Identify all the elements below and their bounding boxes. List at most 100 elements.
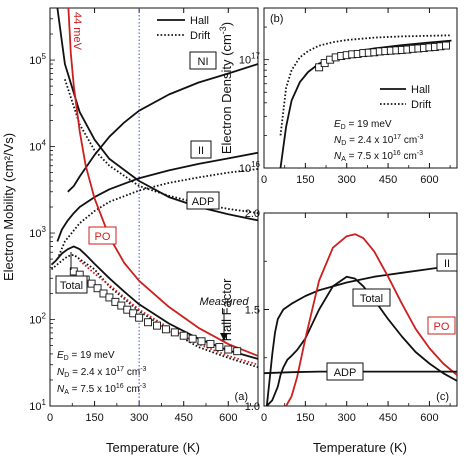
po-label: PO: [95, 231, 111, 243]
density-legend: Hall Drift: [380, 84, 431, 111]
mobility-parameters: ED = 19 meV ND = 2.4 x 1017 cm-3 NA = 7.…: [57, 350, 147, 396]
ni-label-box: [189, 51, 217, 70]
mobility-measured-points: [69, 267, 242, 356]
curve-a-adp: [56, 8, 259, 222]
y-tick-label-b-1: 1017: [239, 52, 261, 67]
total-label-box: [55, 275, 88, 294]
x-tick-label-a-1: 150: [85, 412, 103, 424]
y-tick-label-c-0: 1.0: [245, 401, 260, 413]
x-tick-label-b-1: 150: [296, 174, 314, 186]
curve-c-po: [285, 233, 457, 406]
measured-point-a-21: [224, 345, 233, 354]
measured-point-a-13: [153, 321, 161, 330]
measured-point-a-17: [188, 334, 197, 343]
measured-point-a-20: [215, 343, 224, 352]
curve-a-ii: [56, 151, 259, 242]
x-tick-label-c-0: 0: [261, 412, 267, 424]
mobility-param-ed: ED = 19 meV: [57, 350, 115, 362]
x-tick-label-b-2: 300: [338, 174, 356, 186]
adp-label-box: [186, 191, 220, 210]
x-tick-label-a-2: 300: [130, 412, 148, 424]
y-tick-label-a-0: 101: [29, 398, 46, 413]
x-tick-label-a-4: 600: [219, 412, 237, 424]
curve-a-po-drift: [79, 259, 259, 366]
density-param-ed: ED = 19 meV: [334, 119, 392, 131]
measured-point-b-0: [315, 63, 324, 72]
po-label-box: [88, 226, 117, 245]
curve-a-ni: [67, 63, 259, 193]
y-tick-label-a-1: 102: [29, 312, 46, 327]
density-measured-points: [315, 41, 450, 72]
measured-point-a-6: [105, 293, 114, 302]
y-tick-label-c-2: 2.0: [245, 208, 260, 220]
hall-factor-chart: 0 150 300 450 600 1.0 1.5 2.0 Temperature (K) H…: [219, 208, 458, 455]
adp-label: ADP: [192, 196, 215, 208]
density-legend-drift: Drift: [411, 99, 431, 111]
hf-adp-label: ADP: [334, 367, 357, 379]
measured-point-b-23: [442, 41, 450, 50]
mobility-axes: 0 150 300 450 600 101 102 103 104 105: [29, 7, 251, 424]
density-axes: 0 150 300 450 600 1016 1017: [239, 7, 451, 186]
ii-label: II: [198, 145, 204, 157]
measured-point-a-14: [161, 325, 170, 334]
density-param-nd: ND = 2.4 x 1017 cm-3: [334, 134, 424, 147]
mobility-legend: Hall Drift: [157, 15, 210, 42]
x-tick-label-c-4: 600: [420, 412, 438, 424]
hall-factor-axes: 0 150 300 450 600 1.0 1.5 2.0: [245, 208, 451, 424]
y-tick-label-a-4: 105: [29, 52, 46, 67]
mobility-y-axis-title: Electron Mobility (cm²/Vs): [1, 133, 16, 281]
measured-point-a-10: [129, 309, 138, 318]
x-tick-label-c-3: 450: [379, 412, 397, 424]
density-panel-label: (b): [270, 13, 283, 25]
hall-factor-y-axis-title: Hall Factor: [219, 278, 234, 342]
mobility-x-axis-title: Temperature (K): [106, 440, 200, 455]
density-y-axis-title: Electron Density (cm-3): [218, 22, 234, 154]
hf-total-label-box: [352, 288, 391, 307]
density-chart: 0 150 300 450 600 1016 1017 Electron Density (…: [218, 7, 458, 186]
y-tick-label-b-0: 1016: [239, 160, 261, 175]
hall-factor-panel-label: (c): [436, 391, 449, 403]
x-tick-label-b-0: 0: [261, 174, 267, 186]
po-energy-label: 44 meV: [71, 12, 83, 51]
ii-label-box: [190, 140, 212, 159]
measured-label: Measured: [200, 296, 250, 308]
density-parameters: ED = 19 meV ND = 2.4 x 1017 cm-3 NA = 7.…: [334, 119, 424, 163]
hall-factor-x-axis-title: Temperature (K): [313, 440, 407, 455]
measured-point-a-16: [179, 331, 188, 340]
curve-c-ii: [265, 264, 457, 406]
total-label: Total: [60, 280, 83, 292]
measured-point-a-4: [93, 284, 102, 293]
x-tick-label-c-2: 300: [338, 412, 356, 424]
mobility-chart: 0 150 300 450 600 101 102 103 104 105 Temperature…: [1, 7, 259, 455]
x-tick-label-b-4: 600: [420, 174, 438, 186]
curve-b-drift: [279, 34, 452, 136]
hf-po-label: PO: [434, 321, 450, 333]
curve-a-total-hall: [50, 245, 259, 360]
mobility-panel-label: (a): [235, 391, 248, 403]
hf-total-label: Total: [360, 293, 383, 305]
measured-point-a-8: [117, 301, 126, 310]
mobility-legend-drift: Drift: [190, 30, 210, 42]
hf-ii-label-box: [436, 253, 458, 272]
hf-ii-label: II: [444, 258, 450, 270]
mobility-legend-hall: Hall: [190, 15, 209, 27]
density-plot-frame: [263, 7, 458, 169]
mobility-param-na: NA = 7.5 x 1016 cm-3: [57, 383, 146, 396]
measured-point-a-18: [197, 337, 206, 346]
measured-point-a-5: [99, 289, 108, 298]
y-tick-label-a-3: 104: [29, 139, 46, 154]
y-tick-label-c-1: 1.5: [245, 305, 260, 317]
y-tick-label-a-2: 103: [29, 225, 46, 240]
measured-point-a-15: [170, 328, 179, 337]
density-param-na: NA = 7.5 x 1016 cm-3: [334, 150, 423, 163]
mobility-param-nd: ND = 2.4 x 1017 cm-3: [57, 366, 147, 379]
hf-po-label-box: [427, 316, 456, 335]
measured-point-a-12: [144, 318, 153, 327]
measured-point-a-3: [87, 279, 96, 288]
x-tick-label-a-0: 0: [47, 412, 53, 424]
x-tick-label-a-3: 450: [175, 412, 193, 424]
hall-factor-curves: [264, 233, 457, 406]
x-tick-label-b-3: 450: [379, 174, 397, 186]
hf-adp-label-box: [326, 362, 364, 381]
